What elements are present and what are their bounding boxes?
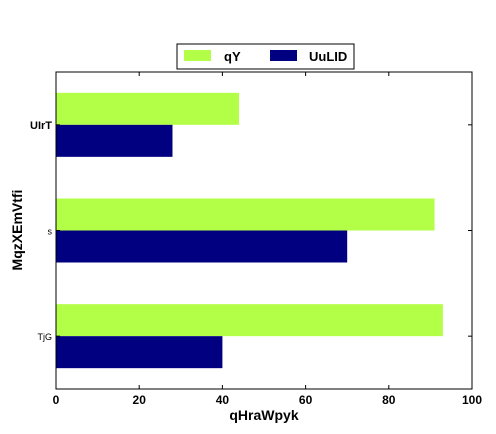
y-tick-label: UIrT [30,120,52,132]
y-tick-label: TjG [38,332,53,342]
x-tick-label: 20 [133,393,147,407]
x-tick-label: 0 [53,393,60,407]
x-axis-label: qHraWpyk [229,407,298,423]
legend-label-UuLID: UuLID [309,49,347,64]
x-tick-label: 80 [382,393,396,407]
x-tick-label: 40 [216,393,230,407]
legend-swatch-UuLID [270,50,297,61]
bar-qY-s [56,199,435,231]
legend-label-qY: qY [224,49,241,64]
bar-qY-UIrT [56,93,239,125]
bar-UuLID-TjG [56,336,222,368]
bar-UuLID-s [56,231,347,263]
legend: qY UuLID [177,44,354,69]
bar-UuLID-UIrT [56,125,172,157]
bars-layer [56,93,443,368]
x-tick-label: 60 [299,393,313,407]
y-tick-label: s [48,227,53,237]
y-axis-label: MqzXEmVtfi [9,190,25,271]
bar-qY-TjG [56,304,443,336]
legend-swatch-qY [184,50,211,61]
x-tick-label: 100 [462,393,482,407]
